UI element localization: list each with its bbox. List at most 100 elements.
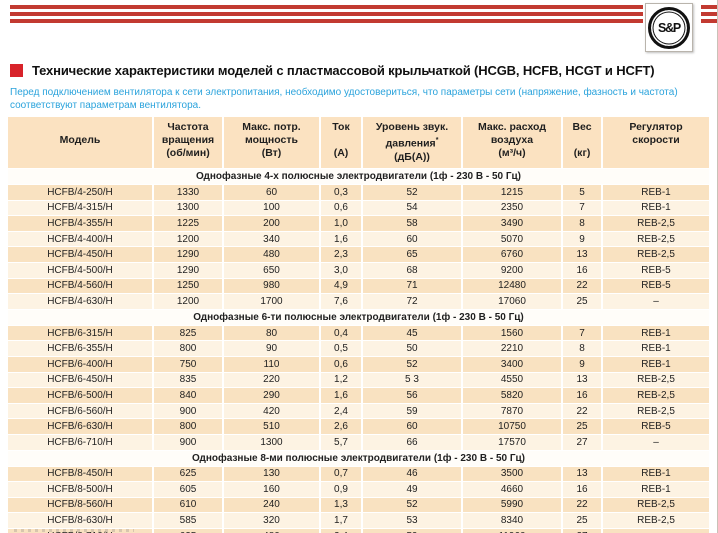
value-cell: 625 [153, 528, 224, 533]
value-cell: – [602, 293, 711, 310]
value-cell: 59 [362, 403, 463, 420]
value-cell: 130 [223, 466, 321, 483]
value-cell: 825 [153, 325, 224, 342]
value-cell: 5,7 [320, 434, 363, 451]
model-cell: HCFB/6-400/H [8, 356, 154, 373]
header-row: Модель Частота вращения (об/мин) Макс. потр… [8, 117, 711, 169]
value-cell: 1300 [153, 200, 224, 217]
value-cell: 56 [362, 387, 463, 404]
brand-stripes-left [10, 5, 643, 26]
value-cell: 13 [562, 466, 603, 483]
value-cell: 605 [153, 481, 224, 498]
value-cell: REB-2,5 [602, 512, 711, 529]
value-cell: 27 [562, 434, 603, 451]
cropped-footnote-remnant [14, 529, 134, 532]
value-cell: 800 [153, 418, 224, 435]
value-cell: 8 [562, 215, 603, 232]
model-cell: HCFB/4-450/H [8, 246, 154, 263]
value-cell: 60 [362, 418, 463, 435]
column-header-speed: Частота вращения (об/мин) [153, 117, 224, 169]
section-title-row: Технические характеристики моделей с пла… [10, 63, 714, 78]
value-cell: 1,3 [320, 497, 363, 514]
model-cell: HCFB/4-355/H [8, 215, 154, 232]
value-cell: 7 [562, 325, 603, 342]
value-cell: 53 [362, 512, 463, 529]
table-row: HCFB/8-630/H 585 320 1,7 53 8340 25 REB-2,5 [8, 512, 711, 529]
table-row: HCFB/4-400/H 1200 340 1,6 60 5070 9 REB-2,5 [8, 231, 711, 248]
table-row: HCFB/6-315/H 825 80 0,4 45 1560 7 REB-1 [8, 325, 711, 342]
red-square-bullet-icon [10, 64, 23, 77]
column-header-line: (кг) [573, 147, 591, 159]
value-cell: REB-1 [602, 481, 711, 498]
value-cell: 45 [362, 325, 463, 342]
value-cell: REB-1 [602, 184, 711, 201]
value-cell: 27 [562, 528, 603, 533]
column-header-line: Макс. расход [478, 121, 546, 133]
value-cell: 0,6 [320, 200, 363, 217]
value-cell: 650 [223, 262, 321, 279]
warning-note: Перед подключением вентилятора к сети эл… [10, 87, 678, 111]
value-cell: 71 [362, 278, 463, 295]
column-header-weight: Вес (кг) [562, 117, 603, 169]
table-row: HCFB/4-500/H 1290 650 3,0 68 9200 16 REB-5 [8, 262, 711, 279]
value-cell: 5820 [462, 387, 563, 404]
column-header-line: Частота [167, 121, 209, 133]
value-cell: REB-2,5 [602, 231, 711, 248]
column-header-line [603, 147, 708, 160]
table-row: HCFB/4-450/H 1290 480 2,3 65 6760 13 REB-2,5 [8, 246, 711, 263]
value-cell: 1215 [462, 184, 563, 201]
value-cell: 80 [223, 325, 321, 342]
column-header-noise: Уровень звук. давления* (дБ(А)) [362, 117, 463, 169]
column-header-line: скорости [632, 134, 680, 146]
value-cell: 1,0 [320, 215, 363, 232]
model-cell: HCFB/8-500/H [8, 481, 154, 498]
value-cell: 980 [223, 278, 321, 295]
column-header-line [321, 134, 360, 147]
column-header-line [563, 134, 600, 147]
value-cell: 49 [362, 481, 463, 498]
value-cell: 10750 [462, 418, 563, 435]
column-header-line: (м³/ч) [498, 147, 526, 159]
value-cell: 0,4 [320, 325, 363, 342]
column-header-regulator: Регулятор скорости [602, 117, 711, 169]
sp-logo-text: S&P [657, 20, 681, 35]
table-row: HCFB/4-630/H 1200 1700 7,6 72 17060 25– [8, 293, 711, 310]
value-cell: 0,3 [320, 184, 363, 201]
value-cell: 4550 [462, 372, 563, 389]
value-cell: 750 [153, 356, 224, 373]
model-cell: HCFB/4-400/H [8, 231, 154, 248]
model-cell: HCFB/6-630/H [8, 418, 154, 435]
model-cell: HCFB/6-450/H [8, 372, 154, 389]
value-cell: 1,7 [320, 512, 363, 529]
value-cell: 46 [362, 466, 463, 483]
sp-logo-icon: S&P [648, 6, 690, 49]
value-cell: 0,7 [320, 466, 363, 483]
model-cell: HCFB/8-710/H [8, 528, 154, 533]
value-cell: 1,6 [320, 231, 363, 248]
section-title: Однофазные 8-ми полюсные электродвигател… [8, 450, 711, 467]
stripe-bar [10, 12, 643, 16]
value-cell: 835 [153, 372, 224, 389]
stripe-bar [10, 19, 643, 23]
table-row: HCFB/6-400/H 750 110 0,6 52 3400 9 REB-1 [8, 356, 711, 373]
model-cell: HCFB/8-450/H [8, 466, 154, 483]
value-cell: 50 [362, 340, 463, 357]
value-cell: 7870 [462, 403, 563, 420]
value-cell: 1,6 [320, 387, 363, 404]
column-header-line: Макс. потр. [242, 121, 301, 133]
column-header-line: (дБ(А)) [394, 150, 430, 163]
value-cell: REB-2,5 [602, 215, 711, 232]
stripe-bar [701, 19, 717, 23]
value-cell: 0,5 [320, 340, 363, 357]
value-cell: 1200 [153, 293, 224, 310]
value-cell: 1,2 [320, 372, 363, 389]
value-cell: 8 [562, 340, 603, 357]
value-cell: 200 [223, 215, 321, 232]
section-band-row: Однофазные 6-ти полюсные электродвигател… [8, 309, 711, 326]
value-cell: REB-1 [602, 200, 711, 217]
spec-table-head: Модель Частота вращения (об/мин) Макс. потр… [8, 117, 711, 169]
value-cell: 1250 [153, 278, 224, 295]
column-header-line [8, 147, 151, 160]
value-cell: REB-2,5 [602, 387, 711, 404]
value-cell: 5070 [462, 231, 563, 248]
